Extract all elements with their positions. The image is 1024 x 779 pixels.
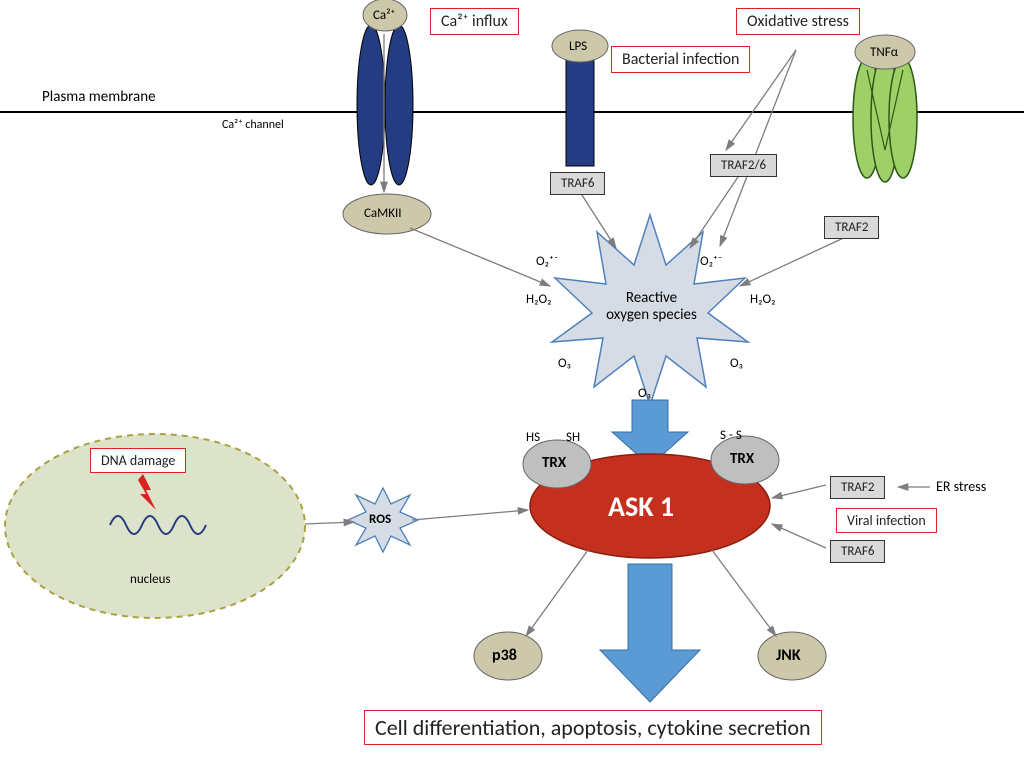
- tnf-label: TNFα: [870, 45, 898, 60]
- ros-big-label: Reactive oxygen species: [604, 290, 699, 325]
- ros-small-label: ROS: [369, 512, 391, 527]
- ask1-label: ASK 1: [608, 489, 674, 524]
- dna-damage-box: DNA damage: [90, 448, 186, 473]
- viral-infection-box: Viral infection: [836, 508, 937, 533]
- o3-l: O₃: [558, 356, 571, 371]
- trx-right-label: TRX: [730, 450, 754, 468]
- bacterial-infection-box: Bacterial infection: [611, 46, 750, 73]
- plasma-membrane-label: Plasma membrane: [42, 88, 156, 106]
- trx-left-label: TRX: [542, 454, 566, 472]
- traf2-mid-box: TRAF2: [830, 476, 885, 499]
- outcome-box: Cell differentiation, apoptosis, cytokin…: [364, 710, 822, 745]
- traf2-top-box: TRAF2: [824, 216, 879, 239]
- traf6-top-box: TRAF6: [550, 172, 605, 195]
- big-arrow-ask1-to-outcome: [600, 564, 700, 702]
- p38-label: p38: [492, 646, 517, 665]
- lps-receptor-bar: [566, 56, 594, 166]
- ca-ion-label: Ca²⁺: [373, 8, 395, 23]
- nucleus-label: nucleus: [130, 572, 171, 587]
- ca-channel: [357, 25, 413, 185]
- tnf-receptor: [853, 54, 917, 182]
- h2o2-l: H₂O₂: [526, 292, 551, 307]
- sh-label: SH: [566, 430, 580, 445]
- o3-r: O₃: [730, 356, 743, 371]
- jnk-label: JNK: [776, 646, 801, 665]
- h2o2-r: H₂O₂: [750, 292, 775, 307]
- diagram-canvas: { "canvas": {"w":1024,"h":779,"bg":"#fff…: [0, 0, 1024, 779]
- lps-label: LPS: [569, 39, 587, 54]
- ca-influx-box: Ca²⁺ influx: [430, 8, 519, 35]
- er-stress-label: ER stress: [936, 478, 986, 495]
- o2-r: O₂⁺⁻: [700, 254, 722, 269]
- camkii-label: CaMKII: [364, 206, 402, 221]
- o2-l: O₂⁺⁻: [536, 254, 558, 269]
- o3-b: O₃: [638, 386, 651, 401]
- oxidative-stress-box: Oxidative stress: [736, 8, 860, 35]
- traf26-box: TRAF2/6: [710, 154, 777, 177]
- ca-channel-label: Ca²⁺ channel: [222, 118, 284, 132]
- hs-label: HS: [526, 430, 540, 445]
- traf6-mid-box: TRAF6: [830, 540, 885, 563]
- ss-label: S - S: [720, 428, 742, 443]
